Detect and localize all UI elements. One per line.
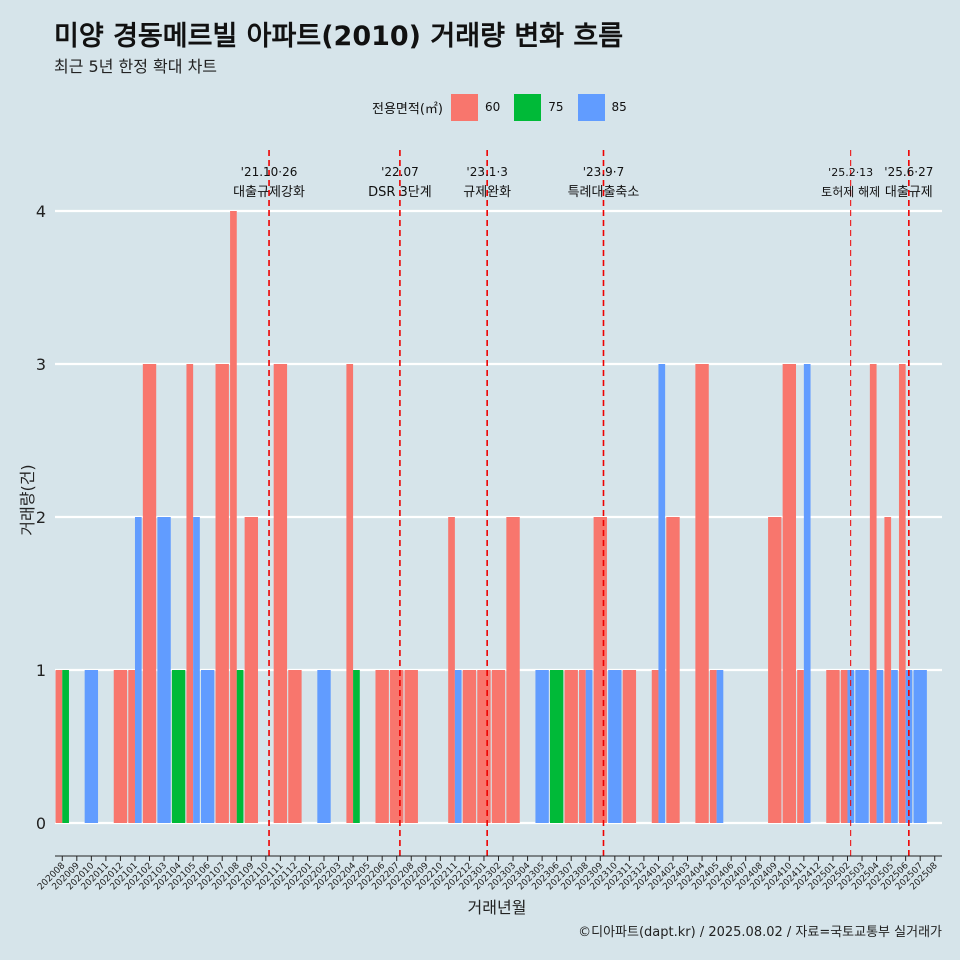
x-axis: 2020082020092020102020112020122021012021…	[36, 855, 942, 892]
bar-202101-60	[128, 670, 135, 823]
event-date-202110: '21.10·26	[241, 165, 298, 179]
bar-202410-60	[782, 364, 797, 823]
bar-202107-60	[215, 364, 229, 823]
bar-202101-85	[134, 517, 142, 823]
bar-202108-75	[236, 670, 244, 823]
bar-202502-60	[840, 670, 848, 823]
bar-202405-60	[709, 670, 717, 823]
bar-202202-85	[317, 670, 331, 823]
bar-202507-85	[913, 670, 927, 823]
bar-202309-60	[593, 517, 607, 823]
caption: ©디아파트(dapt.kr) / 2025.08.02 / 자료=국토교통부 실…	[578, 925, 942, 940]
bar-202411-60	[797, 670, 804, 823]
bar-202204-60	[346, 364, 354, 823]
event-date-202502: '25.2·13	[828, 166, 873, 179]
bar-202105-85	[193, 517, 200, 823]
y-tick-label: 1	[36, 661, 46, 680]
bar-202310-85	[608, 670, 622, 823]
x-axis-label: 거래년월	[468, 898, 527, 917]
bar-202010-85	[84, 670, 99, 823]
bar-202112-60	[288, 670, 302, 823]
event-label-202502: 토허제 해제	[821, 185, 880, 199]
bar-202307-60	[564, 670, 578, 823]
event-label-202110: 대출규제강화	[233, 185, 305, 200]
bar-202401-60	[651, 670, 659, 823]
event-label-202506: 대출규제	[885, 185, 933, 200]
bar-202008-60	[55, 670, 63, 823]
bar-202402-60	[666, 517, 680, 823]
bar-202308-60	[579, 670, 586, 823]
legend-swatch-85	[577, 93, 605, 121]
bar-202008-75	[62, 670, 69, 823]
bar-202302-60	[491, 670, 506, 823]
event-label-202301: 규제완화	[463, 185, 511, 200]
event-label-202309: 특례대출축소	[568, 185, 640, 200]
event-label-202207: DSR 3단계	[368, 185, 432, 200]
legend-title: 전용면적(㎡)	[372, 101, 443, 117]
bar-202108-60	[230, 211, 237, 823]
legend-swatch-60	[450, 93, 478, 121]
bar-202206-60	[375, 670, 389, 823]
bar-202303-60	[506, 517, 520, 823]
y-tick-label: 0	[36, 814, 46, 833]
legend-swatch-75	[514, 93, 542, 121]
bar-202506-60	[898, 364, 906, 823]
bar-202308-85	[585, 670, 593, 823]
legend-label-75: 75	[548, 100, 564, 114]
event-date-202309: '23.9·7	[583, 165, 624, 179]
bar-202405-85	[716, 670, 724, 823]
chart-subtitle: 최근 5년 한정 확대 차트	[54, 57, 218, 76]
bar-202502-85	[847, 670, 855, 823]
bar-202505-85	[891, 670, 898, 823]
bar-202208-60	[404, 670, 418, 823]
bar-202501-60	[826, 670, 840, 823]
bars	[55, 211, 927, 823]
bar-202311-60	[622, 670, 637, 823]
bar-202104-75	[171, 670, 186, 823]
y-axis-label: 거래량(건)	[18, 464, 37, 535]
bar-202505-60	[884, 517, 892, 823]
legend-label-85: 85	[611, 100, 627, 114]
bar-202212-60	[462, 670, 477, 823]
bar-202012-60	[113, 670, 128, 823]
event-date-202506: '25.6·27	[884, 165, 933, 179]
legend-label-60: 60	[484, 100, 501, 114]
legend-item-85: 85	[577, 93, 637, 121]
event-date-202301: '23.1·3	[466, 165, 507, 179]
bar-202401-85	[658, 364, 666, 823]
y-axis: 0 1 2 3 4	[36, 202, 46, 833]
bar-202207-60	[390, 670, 404, 823]
bar-202211-85	[454, 670, 462, 823]
bar-202411-85	[803, 364, 811, 823]
y-tick-label: 2	[36, 508, 46, 527]
bar-202409-60	[768, 517, 782, 823]
bar-202301-60	[477, 670, 491, 823]
legend-item-60: 60	[450, 93, 510, 121]
chart-title: 미양 경동메르빌 아파트(2010) 거래량 변화 흐름	[54, 21, 624, 52]
bar-202109-60	[244, 517, 258, 823]
bar-202211-60	[448, 517, 455, 823]
bar-202102-60	[142, 364, 157, 823]
y-tick-label: 3	[36, 355, 46, 374]
bar-202504-60	[869, 364, 877, 823]
bar-202111-60	[273, 364, 288, 823]
bar-202305-85	[535, 670, 549, 823]
bar-202204-75	[353, 670, 360, 823]
bar-202503-85	[855, 670, 869, 823]
bar-202106-85	[200, 670, 215, 823]
bar-202103-85	[157, 517, 171, 823]
legend-item-75: 75	[514, 93, 573, 121]
y-tick-label: 4	[36, 202, 46, 221]
bar-202306-75	[549, 670, 564, 823]
event-date-202207: '22.07	[381, 165, 419, 179]
bar-202504-85	[876, 670, 884, 823]
event-lines: '21.10·26 대출규제강화 '22.07 DSR 3단계 '23.1·3 규제완화 '…	[233, 150, 933, 856]
bar-202105-60	[186, 364, 194, 823]
bar-202506-85	[905, 670, 913, 823]
bar-202404-60	[695, 364, 709, 823]
legend: 전용면적(㎡) 60 75 85	[372, 93, 641, 121]
